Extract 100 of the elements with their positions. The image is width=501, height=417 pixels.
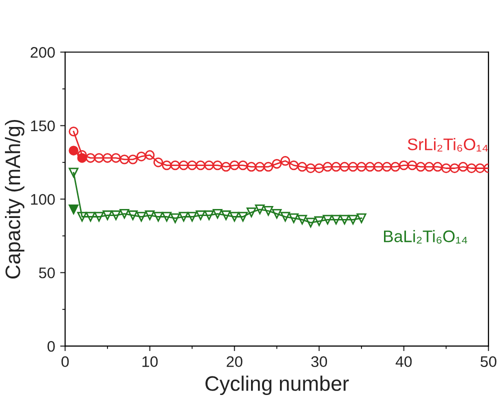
point (331, 162, 341, 172)
point (77, 212, 87, 222)
point (390, 162, 400, 172)
point (162, 212, 172, 222)
y-tick-label: 100 (31, 194, 55, 205)
point (94, 153, 104, 163)
point (314, 216, 324, 226)
point (153, 212, 164, 222)
point (128, 154, 138, 164)
point (280, 156, 290, 166)
point (356, 162, 366, 172)
series-label: SrLi₂Ti₆O₁₄ (408, 138, 488, 152)
point (94, 212, 104, 222)
x-axis-title: Cycling number (205, 376, 349, 396)
point (212, 160, 222, 170)
point (212, 208, 222, 219)
point (340, 162, 350, 172)
point (178, 212, 189, 222)
point (86, 212, 96, 222)
point (136, 212, 146, 222)
point (111, 153, 121, 163)
point (458, 162, 468, 172)
y-tick-label: 0 (48, 340, 55, 352)
point (136, 152, 146, 162)
x-tick-label: 50 (480, 356, 496, 368)
point (297, 162, 308, 172)
point (246, 207, 256, 218)
x-tick-label: 10 (142, 356, 158, 368)
point (475, 163, 485, 174)
x-tick-label: 30 (311, 356, 328, 368)
point (170, 213, 180, 224)
y-tick-label: 200 (30, 46, 55, 58)
point (196, 160, 206, 170)
point (187, 212, 197, 222)
point (424, 162, 434, 172)
point (230, 160, 240, 170)
point (102, 153, 112, 163)
point (356, 213, 366, 224)
point (187, 160, 197, 170)
point (246, 162, 256, 172)
point (238, 212, 248, 222)
point (204, 160, 214, 170)
point (466, 163, 476, 174)
point (221, 210, 231, 220)
point (263, 206, 274, 216)
point (153, 158, 164, 168)
point (306, 163, 316, 174)
point (196, 210, 206, 220)
point (374, 162, 384, 172)
point (230, 212, 240, 222)
point (128, 210, 138, 220)
point (144, 150, 155, 160)
point (144, 210, 155, 220)
point (416, 162, 426, 172)
point (162, 160, 172, 170)
y-tick-label: 50 (39, 267, 55, 278)
y-tick-label: 150 (31, 120, 55, 132)
point (280, 212, 290, 222)
point (272, 158, 282, 169)
point (398, 160, 409, 170)
point (432, 162, 443, 172)
point (348, 162, 358, 172)
point (68, 126, 78, 136)
x-tick-label: 40 (396, 356, 412, 368)
point (221, 162, 231, 172)
point (322, 162, 332, 172)
point (204, 210, 214, 220)
x-tick-label: 0 (61, 356, 69, 368)
point (288, 213, 299, 224)
point (365, 162, 375, 172)
point (340, 214, 350, 225)
point (331, 214, 341, 225)
point (255, 204, 265, 214)
point (178, 160, 189, 170)
point (450, 163, 460, 174)
point (111, 210, 121, 220)
point (441, 163, 451, 174)
point (288, 160, 299, 170)
point (297, 214, 308, 225)
y-axis-title: Capacity (mAh/g) (4, 120, 24, 279)
point (306, 218, 316, 228)
point (68, 146, 78, 156)
point (272, 208, 282, 219)
point (86, 153, 96, 163)
point (68, 204, 78, 214)
point (120, 208, 130, 219)
series-label: BaLi₂Ti₆O₁₄ (384, 230, 468, 244)
point (68, 168, 78, 178)
point (170, 160, 180, 170)
point (382, 162, 392, 172)
point (238, 160, 248, 170)
point (263, 162, 274, 172)
point (255, 162, 265, 172)
point (407, 160, 418, 170)
x-tick-label: 20 (226, 356, 242, 368)
point (348, 214, 358, 225)
point (314, 163, 324, 174)
point (120, 154, 130, 164)
point (322, 214, 332, 225)
point (102, 210, 112, 220)
